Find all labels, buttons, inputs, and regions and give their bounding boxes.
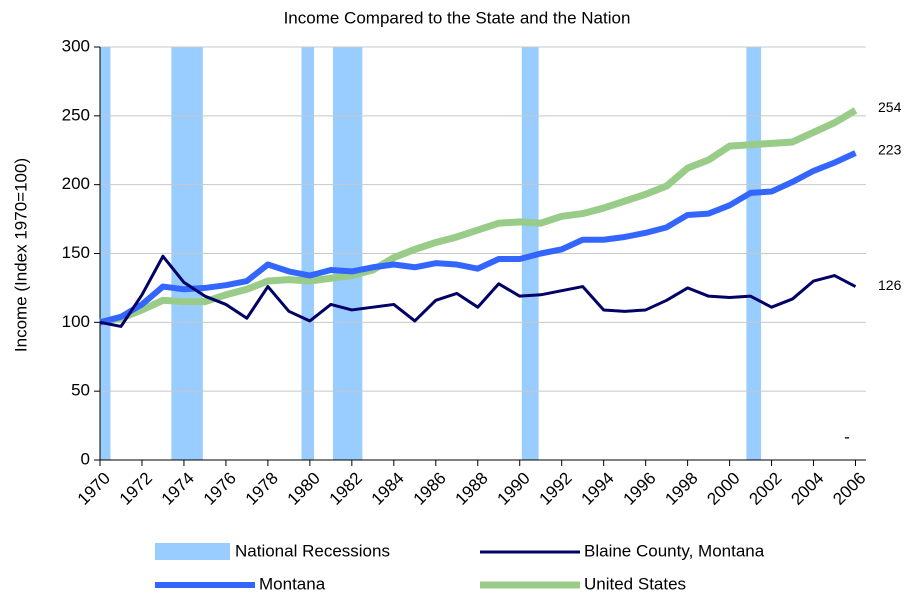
x-tick-label: 1978 xyxy=(242,469,282,509)
x-tick-label: 1974 xyxy=(158,469,198,509)
series-line xyxy=(99,254,857,328)
series-line xyxy=(99,150,857,326)
x-tick-label: 2002 xyxy=(745,469,785,509)
end-value-label: 223 xyxy=(878,142,902,158)
x-tick-label: 1970 xyxy=(74,469,114,509)
x-tick-label: 2006 xyxy=(829,469,869,509)
annotation: - xyxy=(844,427,850,446)
x-tick-label: 1982 xyxy=(326,469,366,509)
y-tick-label: 100 xyxy=(62,312,90,331)
x-tick-label: 1996 xyxy=(619,469,659,509)
legend-label: National Recessions xyxy=(235,541,390,560)
y-tick-label: 150 xyxy=(62,243,90,262)
legend-label: Blaine County, Montana xyxy=(584,541,765,560)
legend-label: Montana xyxy=(259,574,326,593)
legend-swatch xyxy=(155,543,230,560)
x-tick-label: 1992 xyxy=(536,469,576,509)
end-value-label: 254 xyxy=(878,99,902,115)
x-tick-label: 1994 xyxy=(577,469,617,509)
x-tick-label: 1980 xyxy=(284,469,324,509)
x-tick-label: 2004 xyxy=(787,469,827,509)
x-tick-label: 1990 xyxy=(494,469,534,509)
x-tick-label: 2000 xyxy=(703,469,743,509)
y-tick-label: 0 xyxy=(81,449,90,468)
y-tick-label: 50 xyxy=(71,381,90,400)
chart-title: Income Compared to the State and the Nat… xyxy=(284,8,631,27)
x-tick-label: 1998 xyxy=(661,469,701,509)
legend-label: United States xyxy=(584,574,686,593)
y-axis-label: Income (Index 1970=100) xyxy=(11,158,30,352)
y-tick-label: 250 xyxy=(62,105,90,124)
x-tick-label: 1984 xyxy=(368,469,408,509)
y-tick-label: 300 xyxy=(62,36,90,55)
x-tick-label: 1988 xyxy=(452,469,492,509)
end-value-label: 126 xyxy=(878,277,902,293)
series-line xyxy=(99,107,858,326)
x-tick-label: 1976 xyxy=(200,469,240,509)
x-tick-label: 1986 xyxy=(410,469,450,509)
x-tick-label: 1972 xyxy=(116,469,156,509)
y-tick-label: 200 xyxy=(62,174,90,193)
